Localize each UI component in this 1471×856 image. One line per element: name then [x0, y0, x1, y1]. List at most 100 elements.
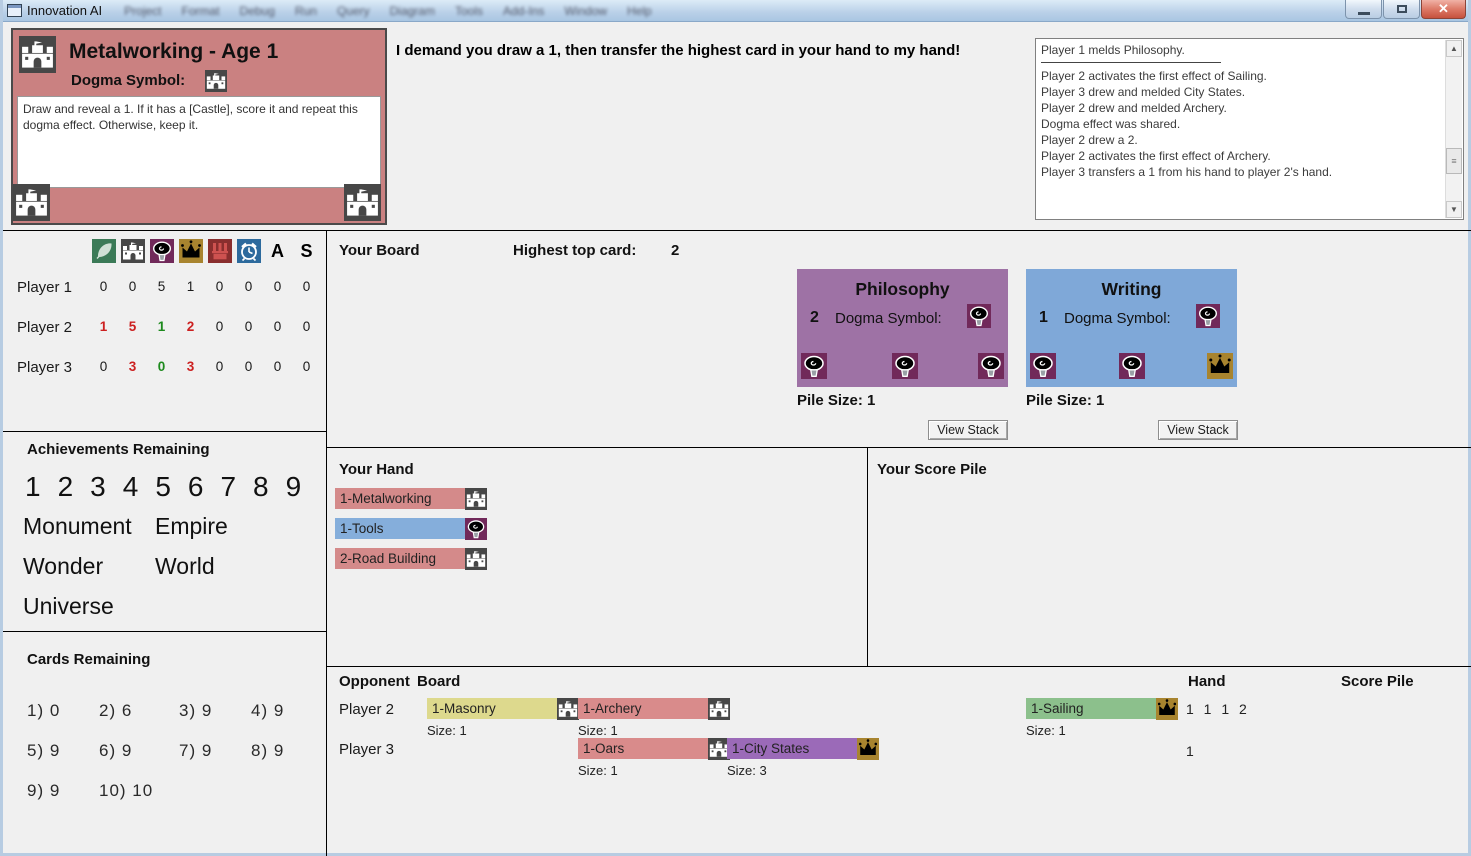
board-pile-philosophy[interactable]: Philosophy 2 Dogma Symbol: [797, 269, 1008, 387]
player-symbol-row: Player 1 0 0 5 1 0 0 0 0 [3, 279, 327, 305]
opponent-stack-sailing[interactable]: 1-Sailing [1026, 698, 1178, 720]
cards-remaining-entry: 2) 6 [99, 701, 133, 720]
symbol-count: 0 [273, 319, 282, 334]
symbol-count: 0 [215, 319, 224, 334]
achievement-number: 2 [57, 471, 74, 502]
factory-icon [207, 239, 232, 263]
minimize-button[interactable] [1345, 0, 1382, 19]
cards-remaining-entry: 8) 9 [251, 741, 285, 760]
board-header: Board [417, 673, 461, 690]
pile-size-label: Pile Size: 1 [797, 392, 876, 409]
hand-card-tools[interactable]: 1-Tools [335, 518, 487, 540]
lightbulb-icon [1119, 353, 1145, 379]
achievement-number: 4 [122, 471, 139, 502]
cards-remaining-entry: 7) 9 [179, 741, 213, 760]
stack-size: Size: 1 [578, 723, 618, 738]
achievement-word: Monument [23, 513, 132, 539]
opponent-stack-oars[interactable]: 1-Oars [578, 738, 730, 760]
lightbulb-icon [967, 304, 991, 328]
achievement-number: 5 [155, 471, 171, 502]
log-line: Dogma effect was shared. [1041, 117, 1181, 131]
stack-size: Size: 3 [727, 763, 767, 778]
active-card-text: Draw and reveal a 1. If it has a [Castle… [17, 96, 381, 188]
scroll-up-icon[interactable]: ▲ [1446, 40, 1462, 57]
menu-item: Project [124, 3, 162, 18]
lightbulb-icon [1196, 304, 1220, 328]
board-pile-writing[interactable]: Writing 1 Dogma Symbol: [1026, 269, 1237, 387]
symbol-count: 0 [244, 279, 253, 294]
castle-icon [708, 698, 730, 720]
opponent-hand-ages: 1 [1186, 743, 1197, 759]
scroll-thumb[interactable]: ≡ [1446, 148, 1462, 174]
cards-remaining-header: Cards Remaining [27, 651, 151, 668]
symbol-count: 3 [128, 359, 137, 374]
clock-icon [236, 239, 261, 263]
hand-card-road-building[interactable]: 2-Road Building [335, 548, 487, 570]
opponent-stack-city-states[interactable]: 1-City States [727, 738, 879, 760]
menu-item: Diagram [389, 3, 435, 18]
menu-item: Run [294, 3, 317, 18]
hand-header: Hand [1188, 673, 1226, 690]
stack-size: Size: 1 [578, 763, 618, 778]
lightbulb-icon [1030, 353, 1056, 379]
divider [3, 631, 327, 632]
achievement-number: 3 [90, 471, 106, 502]
view-stack-button[interactable]: View Stack [928, 420, 1008, 440]
your-board-header: Your Board [339, 242, 420, 259]
player-label: Player 3 [339, 741, 395, 758]
demand-text: I demand you draw a 1, then transfer the… [396, 42, 961, 59]
dogma-symbol-label: Dogma Symbol: [71, 72, 186, 89]
opponent-stack-archery[interactable]: 1-Archery [578, 698, 730, 720]
cards-remaining-entry: 10) 10 [99, 781, 154, 800]
opponent-stack-masonry[interactable]: 1-Masonry [427, 698, 579, 720]
dogma-symbol-label: Dogma Symbol: [1064, 310, 1171, 327]
log-line: Player 2 activates the first effect of S… [1041, 69, 1267, 83]
pile-age: 2 [810, 309, 819, 326]
cards-remaining-entry: 9) 9 [27, 781, 61, 800]
close-button[interactable]: ✕ [1421, 0, 1466, 19]
your-score-pile-header: Your Score Pile [877, 461, 987, 478]
achievement-word: World [155, 553, 215, 579]
castle-icon [19, 36, 56, 73]
log-scrollbar[interactable]: ▲ ≡ ▼ [1445, 40, 1462, 218]
symbol-count: 0 [128, 279, 137, 294]
divider [327, 666, 1471, 667]
achievement-word: Empire [155, 513, 228, 539]
log-line: Player 2 activates the first effect of A… [1041, 149, 1271, 163]
scroll-down-icon[interactable]: ▼ [1446, 201, 1462, 218]
maximize-button[interactable] [1383, 0, 1420, 19]
lightbulb-icon [892, 353, 918, 379]
menu-item: Tools [454, 3, 483, 18]
symbol-count: 1 [157, 319, 166, 334]
player-label: Player 2 [17, 319, 73, 336]
player-label: Player 2 [339, 701, 395, 718]
castle-icon [13, 184, 50, 221]
stack-name: 1-City States [727, 738, 857, 759]
pile-title: Philosophy [855, 279, 950, 299]
symbol-header-row: A S [3, 239, 327, 265]
left-panel: A S Player 1 0 0 5 1 0 0 0 0 Player 2 1 … [3, 230, 327, 856]
highest-top-card-label: Highest top card: [513, 242, 637, 259]
symbol-count: 0 [244, 319, 253, 334]
symbol-count: 0 [157, 359, 166, 374]
symbol-count: 0 [273, 359, 282, 374]
hand-card-metalworking[interactable]: 1-Metalworking [335, 488, 487, 510]
symbol-count: 0 [99, 279, 108, 294]
log-line: Player 1 melds Philosophy. [1041, 43, 1185, 57]
castle-icon [344, 184, 381, 221]
title-bar[interactable]: Innovation AI Project Format Debug Run Q… [3, 0, 1468, 22]
main-area: Your Board Highest top card: 2 Philosoph… [327, 230, 1471, 856]
achievement-number: 1 [25, 471, 41, 502]
symbol-count: 1 [186, 279, 195, 294]
symbol-count: 0 [302, 279, 311, 294]
game-log[interactable]: Player 1 melds Philosophy. Player 2 acti… [1035, 38, 1464, 220]
hand-card-name: 2-Road Building [335, 548, 465, 569]
cards-remaining-entry: 6) 9 [99, 741, 133, 760]
menu-item: Help [627, 3, 652, 18]
player-label: Player 1 [17, 279, 73, 296]
stack-name: 1-Sailing [1026, 698, 1156, 719]
symbol-count: 5 [157, 279, 166, 294]
symbol-count: 1 [99, 319, 108, 334]
view-stack-button[interactable]: View Stack [1158, 420, 1238, 440]
